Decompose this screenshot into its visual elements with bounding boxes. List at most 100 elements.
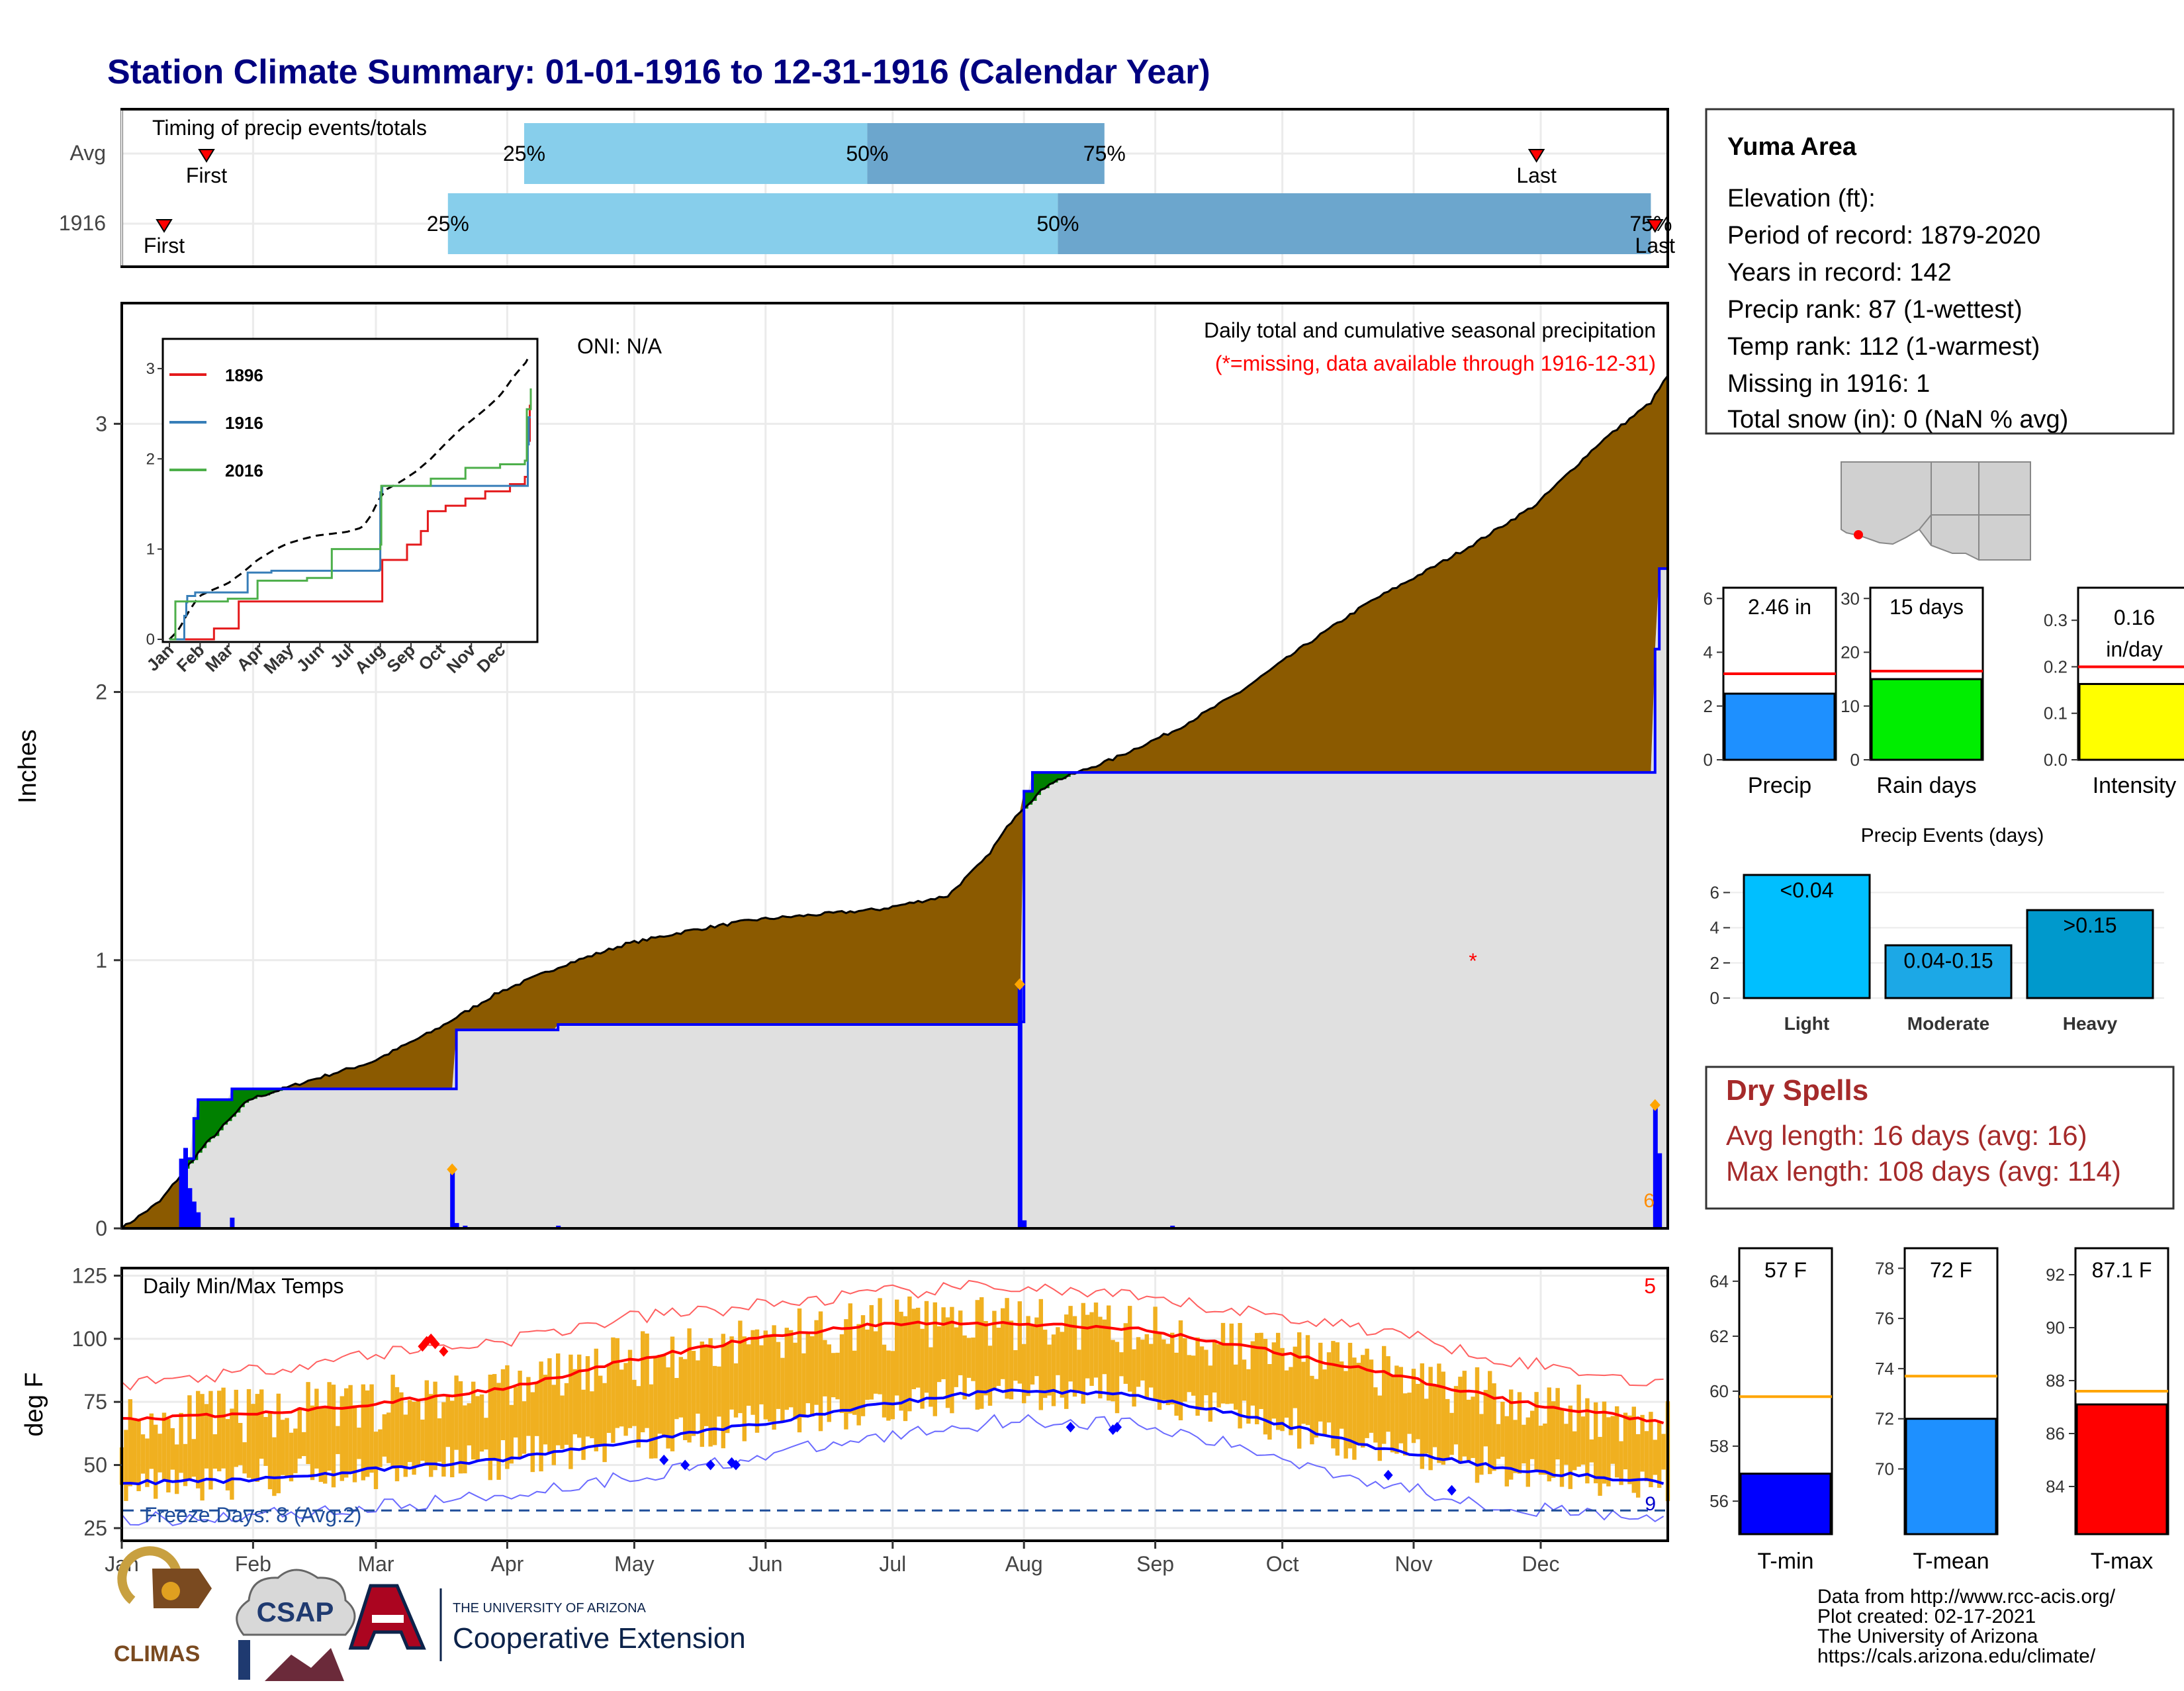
precip-y-label: Inches bbox=[14, 729, 42, 803]
daily-temp-bar bbox=[158, 1434, 162, 1473]
daily-temp-bar bbox=[1093, 1303, 1099, 1378]
daily-temp-bar bbox=[1538, 1426, 1543, 1475]
timing-avg-first-label: First bbox=[186, 163, 227, 187]
summary-value-unit-2: in/day bbox=[2106, 637, 2162, 661]
daily-temp-bar bbox=[1437, 1363, 1441, 1463]
daily-precip-bar-9 bbox=[556, 1225, 561, 1228]
daily-temp-bar bbox=[1580, 1416, 1586, 1465]
daily-temp-bar bbox=[560, 1395, 565, 1449]
events-tick-label-1: 2 bbox=[1710, 953, 1719, 973]
daily-temp-bar bbox=[653, 1355, 658, 1459]
daily-temp-bar bbox=[132, 1418, 137, 1484]
summary-tick-label-0-3: 6 bbox=[1704, 588, 1713, 608]
daily-temp-bar bbox=[242, 1442, 247, 1474]
daily-temp-bar bbox=[670, 1336, 675, 1451]
events-tick-label-0: 0 bbox=[1710, 988, 1719, 1008]
daily-temp-bar bbox=[234, 1389, 238, 1467]
daily-temp-bar bbox=[865, 1329, 870, 1400]
daily-temp-bar bbox=[128, 1399, 132, 1486]
daily-temp-bar bbox=[1606, 1417, 1611, 1486]
daily-temp-bar bbox=[1165, 1344, 1170, 1406]
daily-temp-bar bbox=[204, 1404, 209, 1469]
daily-temp-bar bbox=[1475, 1367, 1480, 1483]
daily-precip-bar-7 bbox=[454, 1222, 459, 1228]
daily-temp-bar bbox=[1072, 1316, 1077, 1397]
daily-temp-bar bbox=[217, 1391, 222, 1472]
daily-temp-bar bbox=[1432, 1385, 1437, 1447]
daily-temp-bar bbox=[1615, 1406, 1619, 1478]
precip-event-category-0: Light bbox=[1784, 1013, 1829, 1034]
daily-temp-bar bbox=[1174, 1352, 1179, 1416]
daily-temp-bar bbox=[348, 1385, 353, 1473]
daily-temp-bar bbox=[712, 1365, 717, 1445]
daily-temp-bar bbox=[1001, 1308, 1005, 1379]
daily-temp-bar bbox=[1661, 1434, 1666, 1470]
footer-website: https://cals.arizona.edu/climate/ bbox=[1817, 1645, 2096, 1667]
summary-label-0: Precip bbox=[1748, 773, 1811, 798]
daily-temp-bar bbox=[518, 1371, 522, 1459]
precip-event-category-1: Moderate bbox=[1907, 1013, 1989, 1034]
month-tick-label-6: Jul bbox=[879, 1552, 906, 1576]
month-tick-label-4: May bbox=[614, 1552, 654, 1576]
daily-temp-bar bbox=[365, 1390, 370, 1477]
max-precip-marker-1 bbox=[1014, 978, 1025, 991]
daily-temp-bar bbox=[1585, 1398, 1590, 1484]
daily-temp-bar bbox=[839, 1334, 844, 1413]
daily-temp-bar bbox=[140, 1434, 146, 1474]
daily-temp-bar bbox=[551, 1385, 556, 1465]
daily-temp-bar bbox=[1322, 1369, 1327, 1435]
temp-ytick-label-1: 50 bbox=[83, 1453, 107, 1477]
daily-temp-bar bbox=[1107, 1305, 1111, 1401]
month-tick-label-7: Aug bbox=[1005, 1552, 1043, 1576]
daily-temp-bar bbox=[1471, 1396, 1475, 1458]
daily-temp-bar bbox=[1301, 1361, 1306, 1424]
daily-temp-bar bbox=[1089, 1312, 1094, 1386]
daily-temp-bar bbox=[874, 1331, 878, 1394]
timing-year-first-marker bbox=[156, 219, 173, 233]
daily-temp-bar bbox=[259, 1389, 264, 1459]
daily-temp-bar bbox=[1204, 1349, 1208, 1396]
daily-temp-bar bbox=[314, 1389, 319, 1469]
daily-temp-bar bbox=[1208, 1365, 1212, 1422]
climas-logo: CLIMAS bbox=[114, 1546, 212, 1667]
daily-temp-bar bbox=[276, 1393, 281, 1494]
daily-temp-bar bbox=[467, 1403, 471, 1445]
daily-temp-bar bbox=[577, 1354, 582, 1438]
daily-precip-bar-6 bbox=[450, 1169, 455, 1228]
cooperative-extension-text: Cooperative Extension bbox=[453, 1622, 746, 1655]
daily-temp-bar bbox=[179, 1412, 183, 1473]
summary-tick-label-2-0: 0.0 bbox=[2044, 750, 2068, 770]
summary-tick-label-1-3: 30 bbox=[1841, 588, 1860, 608]
daily-temp-bar bbox=[1220, 1322, 1226, 1404]
daily-temp-bar bbox=[170, 1428, 175, 1470]
temp-panel-title: Daily Min/Max Temps bbox=[143, 1274, 343, 1298]
daily-temp-bar bbox=[509, 1404, 514, 1464]
record-low-marker-2 bbox=[705, 1459, 715, 1471]
hot-days-count: 5 bbox=[1644, 1274, 1656, 1298]
summary-tick-label-2-1: 0.1 bbox=[2044, 704, 2068, 723]
daily-temp-bar bbox=[1657, 1422, 1662, 1488]
daily-temp-bar bbox=[505, 1365, 510, 1469]
daily-temp-bar bbox=[196, 1391, 201, 1488]
daily-temp-bar bbox=[1017, 1301, 1022, 1384]
daily-temp-bar bbox=[1479, 1414, 1484, 1475]
daily-temp-bar bbox=[733, 1363, 739, 1418]
station-name: Yuma Area bbox=[1727, 133, 1857, 161]
daily-temp-bar bbox=[1547, 1387, 1551, 1482]
daily-temp-bar bbox=[1250, 1341, 1255, 1406]
inset-avg-line bbox=[168, 354, 531, 641]
daily-temp-bar bbox=[272, 1437, 277, 1496]
daily-temp-bar bbox=[547, 1358, 552, 1453]
daily-temp-bar bbox=[154, 1424, 158, 1499]
temp-summary-tick-label-2-0: 84 bbox=[2046, 1477, 2065, 1496]
daily-temp-bar bbox=[302, 1432, 306, 1457]
station-snow: Total snow (in): 0 (NaN % avg) bbox=[1727, 406, 2068, 434]
daily-temp-bar bbox=[844, 1319, 848, 1430]
daily-temp-bar bbox=[1525, 1417, 1530, 1487]
temp-y-label: deg F bbox=[21, 1372, 48, 1436]
temp-summary-label-1: T-mean bbox=[1913, 1549, 1989, 1574]
month-tick-label-1: Feb bbox=[235, 1552, 271, 1576]
daily-temp-bar bbox=[161, 1412, 167, 1480]
daily-temp-bar bbox=[1034, 1317, 1039, 1377]
daily-temp-bar bbox=[784, 1328, 789, 1410]
